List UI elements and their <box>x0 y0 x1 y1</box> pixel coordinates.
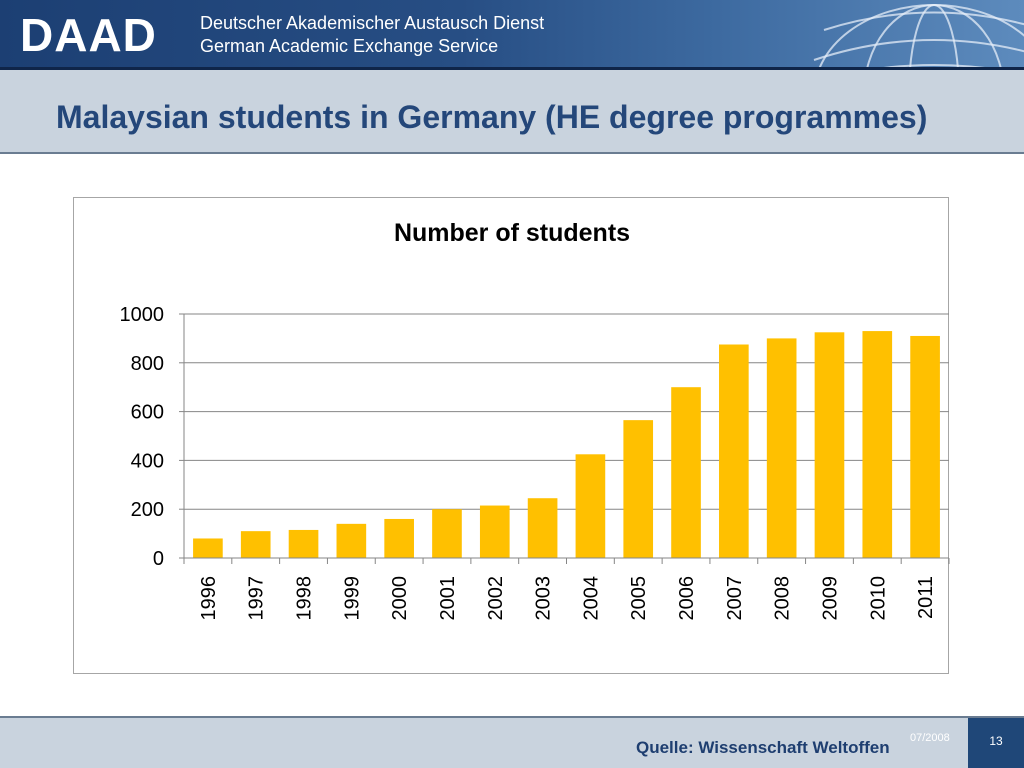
bar-2002 <box>479 505 510 558</box>
x-tick-label: 2009 <box>819 576 841 621</box>
source-citation: Quelle: Wissenschaft Weltoffen <box>636 738 890 757</box>
x-tick-label: 2007 <box>724 576 746 621</box>
footer-date: 07/2008 <box>910 732 950 744</box>
bar-2001 <box>432 509 462 558</box>
bar-1998 <box>288 529 319 558</box>
x-tick-label: 2000 <box>389 576 411 621</box>
x-tick-label: 2002 <box>485 576 507 621</box>
bar-2005 <box>623 420 654 558</box>
title-band: Malaysian students in Germany (HE degree… <box>0 70 1024 154</box>
y-tick-label: 1000 <box>120 304 165 326</box>
globe-graphic <box>813 4 1024 70</box>
x-tick-label: 2010 <box>867 576 889 621</box>
bar-2004 <box>575 454 606 558</box>
bar-2010 <box>862 331 893 558</box>
x-tick-label: 2004 <box>580 576 602 621</box>
bar-2007 <box>719 344 749 558</box>
y-tick-label: 800 <box>131 353 164 375</box>
chart-title: Number of students <box>394 219 630 247</box>
page-number-box: 13 <box>968 718 1024 768</box>
x-tick-label: 2001 <box>437 576 459 621</box>
x-tick-label: 2008 <box>772 576 794 621</box>
chart-area: Number of students 0 200 400 600 800 1000 1996… <box>73 197 950 674</box>
daad-logo: DAAD <box>20 9 157 61</box>
x-tick-label: 1997 <box>246 576 268 621</box>
y-tick-label: 400 <box>131 450 164 472</box>
org-name-german: Deutscher Akademischer Austausch Dienst <box>200 13 545 33</box>
bar-1999 <box>336 523 367 558</box>
x-tick-label: 1996 <box>198 576 220 621</box>
bar-2008 <box>766 338 797 558</box>
y-tick-label: 200 <box>131 499 164 521</box>
header-banner: DAAD Deutscher Akademischer Austausch Di… <box>0 0 1024 70</box>
bar-2003 <box>527 498 558 558</box>
x-tick-label: 1998 <box>294 576 316 621</box>
bar-2000 <box>384 518 414 558</box>
x-tick-label: 2011 <box>915 576 937 619</box>
page-number: 13 <box>989 734 1003 748</box>
x-tick-label: 2003 <box>533 576 555 621</box>
org-name-english: German Academic Exchange Service <box>200 36 499 56</box>
bar-1996 <box>193 538 223 558</box>
bar-1997 <box>240 531 271 558</box>
x-tick-label: 1999 <box>341 576 363 621</box>
y-tick-label: 0 <box>153 548 164 570</box>
x-tick-label: 2005 <box>628 576 650 621</box>
bar-chart: Number of students 0 200 400 600 800 1000 1996… <box>120 219 950 621</box>
bar-2011 <box>910 335 940 558</box>
y-tick-label: 600 <box>131 402 164 424</box>
bar-2009 <box>814 332 845 558</box>
slide-title: Malaysian students in Germany (HE degree… <box>56 99 928 135</box>
footer-band: Quelle: Wissenschaft Weltoffen 07/2008 1… <box>0 716 1024 768</box>
bar-2006 <box>671 387 701 558</box>
x-tick-label: 2006 <box>676 576 698 621</box>
